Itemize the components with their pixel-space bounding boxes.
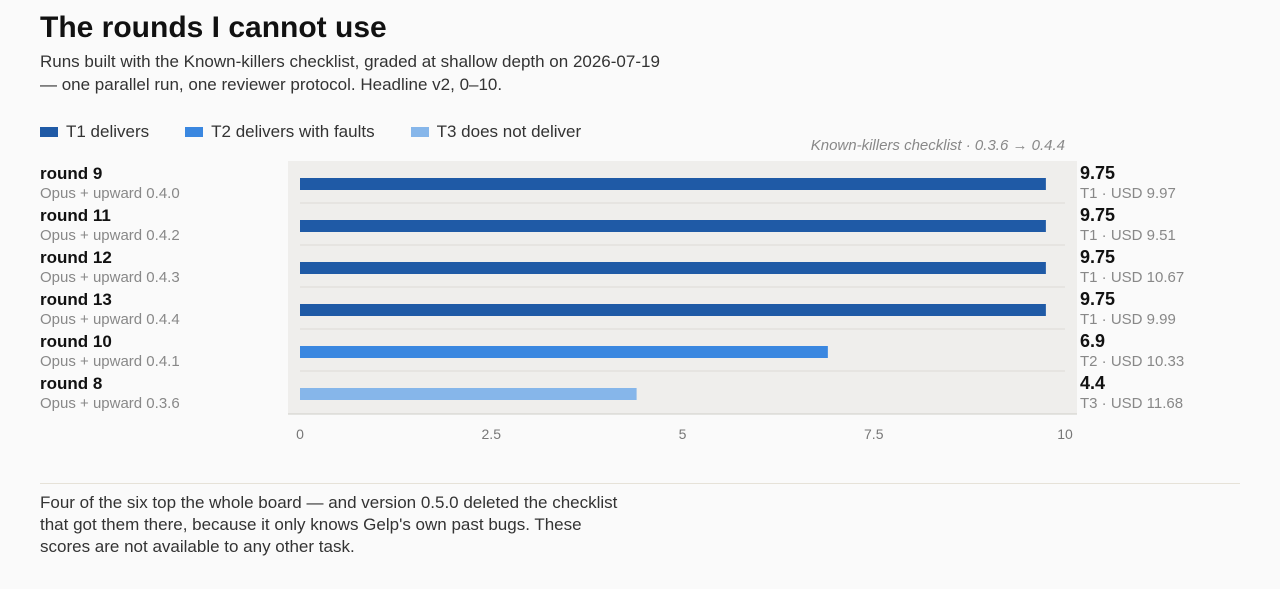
- category-label: round 13: [40, 290, 112, 309]
- chart-subtitle: Runs built with the Known-killers checkl…: [40, 52, 660, 94]
- x-tick-label: 5: [679, 426, 687, 442]
- bar: [300, 262, 1046, 274]
- detail-label: T2 · USD 10.33: [1080, 353, 1184, 370]
- category-sublabel: Opus + upward 0.4.0: [40, 185, 180, 202]
- legend-label-t3: T3 does not deliver: [436, 122, 582, 141]
- value-label: 4.4: [1080, 373, 1105, 393]
- x-tick-label: 10: [1057, 426, 1073, 442]
- legend-item-t2: T2 delivers with faults: [185, 122, 375, 142]
- category-sublabel: Opus + upward 0.4.1: [40, 353, 180, 370]
- legend-item-t3: T3 does not deliver: [410, 122, 582, 142]
- category-label: round 10: [40, 332, 112, 351]
- detail-label: T3 · USD 11.68: [1080, 395, 1183, 412]
- x-tick-label: 0: [296, 426, 304, 442]
- footer-divider: [40, 483, 1240, 484]
- bar: [300, 178, 1046, 190]
- bar: [300, 304, 1046, 316]
- category-label: round 12: [40, 248, 112, 267]
- detail-label: T1 · USD 9.97: [1080, 185, 1176, 202]
- bar: [300, 388, 637, 400]
- value-label: 6.9: [1080, 331, 1105, 351]
- category-label: round 8: [40, 374, 102, 393]
- chart-annotation: Known-killers checklist · 0.3.6 → 0.4.4: [810, 137, 1065, 154]
- value-label: 9.75: [1080, 163, 1115, 183]
- footer-note: Four of the six top the whole board — an…: [40, 493, 618, 556]
- category-sublabel: Opus + upward 0.4.2: [40, 227, 180, 244]
- category-label: round 9: [40, 164, 102, 183]
- category-label: round 11: [40, 206, 111, 225]
- legend-swatch-t2: [185, 127, 204, 137]
- bar-chart: round 9 Opus + upward 0.4.0 9.75 T1 · USD 9…: [40, 161, 1184, 442]
- detail-label: T1 · USD 10.67: [1080, 269, 1184, 286]
- legend: T1 delivers T2 delivers with faults T3 d…: [40, 122, 581, 142]
- category-sublabel: Opus + upward 0.4.4: [40, 311, 180, 328]
- value-label: 9.75: [1080, 205, 1115, 225]
- x-tick-label: 7.5: [864, 426, 884, 442]
- legend-label-t2: T2 delivers with faults: [211, 122, 375, 141]
- detail-label: T1 · USD 9.51: [1080, 227, 1176, 244]
- category-sublabel: Opus + upward 0.4.3: [40, 269, 180, 286]
- value-label: 9.75: [1080, 247, 1115, 267]
- value-label: 9.75: [1080, 289, 1115, 309]
- legend-item-t1: T1 delivers: [40, 122, 149, 142]
- bar: [300, 346, 828, 358]
- chart-title: The rounds I cannot use: [40, 11, 387, 44]
- legend-label-t1: T1 delivers: [66, 122, 150, 141]
- bar: [300, 220, 1046, 232]
- detail-label: T1 · USD 9.99: [1080, 311, 1176, 328]
- category-sublabel: Opus + upward 0.3.6: [40, 395, 180, 412]
- x-tick-label: 2.5: [482, 426, 502, 442]
- legend-swatch-t1: [40, 127, 58, 137]
- legend-swatch-t3: [410, 127, 429, 137]
